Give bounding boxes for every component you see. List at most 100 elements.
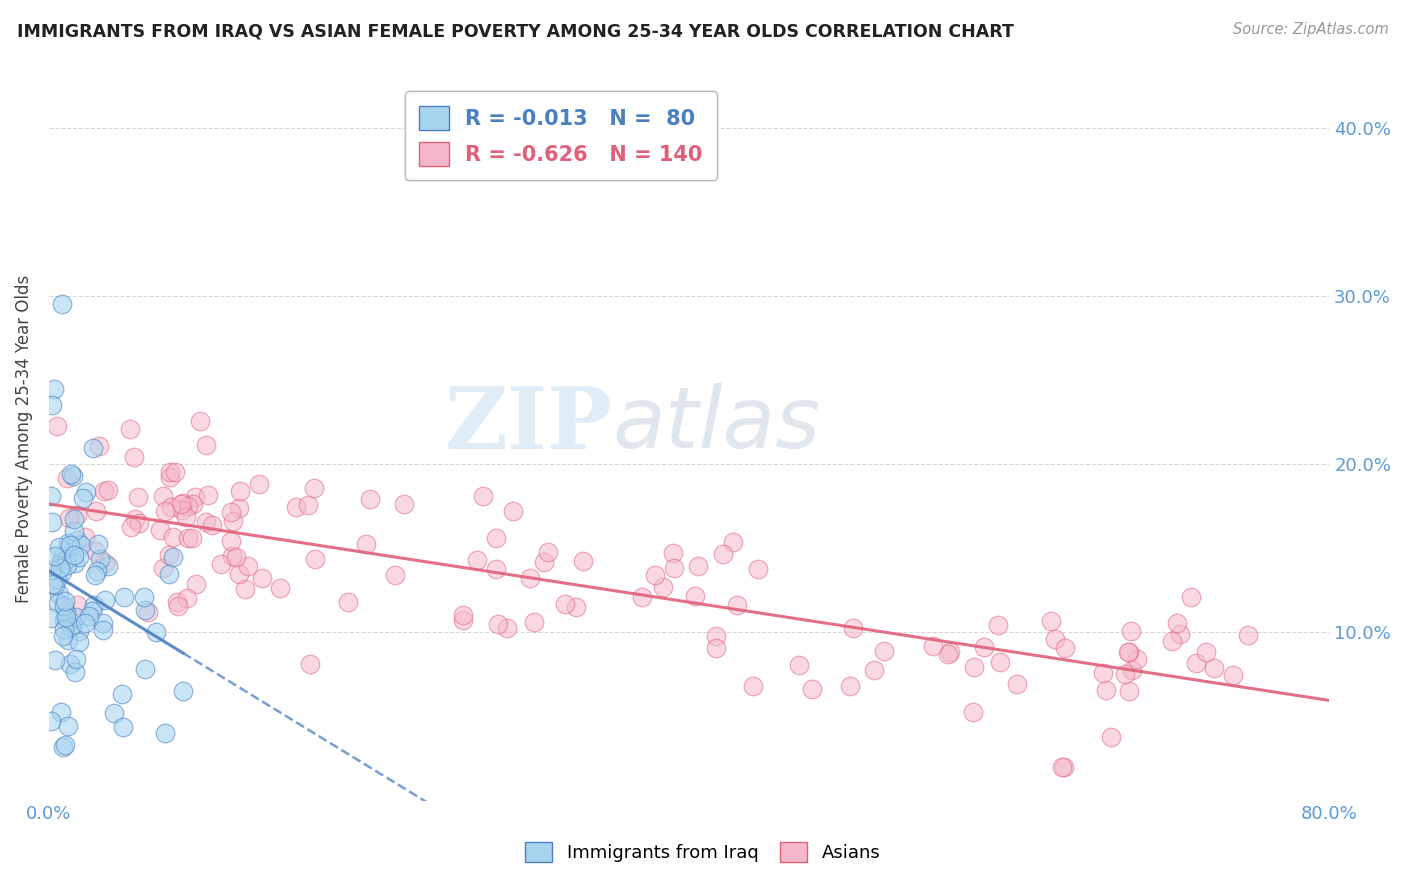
Point xyxy=(1166,615,1188,630)
Point xyxy=(55,471,77,485)
Point xyxy=(683,589,706,603)
Point xyxy=(66,533,89,548)
Point xyxy=(221,549,243,563)
Point xyxy=(742,679,765,693)
Point xyxy=(120,520,142,534)
Point xyxy=(225,549,247,564)
Point xyxy=(184,490,207,504)
Point xyxy=(229,484,252,499)
Point xyxy=(55,609,77,624)
Point xyxy=(652,580,675,594)
Point xyxy=(52,622,75,636)
Point xyxy=(523,615,546,629)
Point xyxy=(118,422,141,436)
Point xyxy=(485,562,508,576)
Point xyxy=(630,590,652,604)
Text: ZIP: ZIP xyxy=(444,383,612,467)
Point xyxy=(236,558,259,573)
Point xyxy=(747,562,769,576)
Point xyxy=(1053,640,1076,655)
Point xyxy=(65,610,87,624)
Point xyxy=(973,640,995,654)
Point xyxy=(359,491,381,506)
Y-axis label: Female Poverty Among 25-34 Year Olds: Female Poverty Among 25-34 Year Olds xyxy=(15,275,32,603)
Point xyxy=(80,604,103,618)
Point xyxy=(228,566,250,581)
Point xyxy=(167,599,190,613)
Point xyxy=(73,616,96,631)
Point xyxy=(356,537,378,551)
Point xyxy=(56,558,79,573)
Point xyxy=(60,467,83,481)
Point xyxy=(159,465,181,479)
Point xyxy=(219,534,242,549)
Point xyxy=(337,595,360,609)
Point xyxy=(53,594,76,608)
Point xyxy=(48,540,70,554)
Point xyxy=(1116,645,1139,659)
Legend: R = -0.013   N =  80, R = -0.626   N = 140: R = -0.013 N = 80, R = -0.626 N = 140 xyxy=(405,92,717,180)
Point xyxy=(987,618,1010,632)
Point xyxy=(53,738,76,752)
Point xyxy=(188,413,211,427)
Point xyxy=(51,297,73,311)
Point xyxy=(56,719,79,733)
Point xyxy=(1125,651,1147,665)
Point xyxy=(153,504,176,518)
Point xyxy=(166,594,188,608)
Point xyxy=(127,490,149,504)
Point xyxy=(59,657,82,671)
Point xyxy=(56,552,79,566)
Point xyxy=(160,500,183,514)
Text: Source: ZipAtlas.com: Source: ZipAtlas.com xyxy=(1233,22,1389,37)
Point xyxy=(1119,624,1142,638)
Point xyxy=(77,609,100,624)
Point xyxy=(41,515,63,529)
Point xyxy=(67,635,90,649)
Point xyxy=(97,483,120,497)
Point xyxy=(170,503,193,517)
Point xyxy=(384,567,406,582)
Point xyxy=(66,508,89,523)
Point xyxy=(51,705,73,719)
Point xyxy=(93,483,115,498)
Point xyxy=(1121,663,1143,677)
Point xyxy=(55,606,77,620)
Point xyxy=(725,599,748,613)
Point xyxy=(48,561,70,575)
Point xyxy=(644,567,666,582)
Point xyxy=(176,591,198,606)
Point xyxy=(149,523,172,537)
Point xyxy=(52,628,75,642)
Point xyxy=(800,682,823,697)
Point xyxy=(65,651,87,665)
Point xyxy=(91,616,114,631)
Point xyxy=(152,489,174,503)
Point xyxy=(486,616,509,631)
Point xyxy=(145,625,167,640)
Point xyxy=(1045,632,1067,646)
Point xyxy=(67,624,90,638)
Point xyxy=(247,477,270,491)
Point xyxy=(66,598,89,612)
Point xyxy=(162,530,184,544)
Point xyxy=(990,655,1012,669)
Point xyxy=(134,661,156,675)
Point xyxy=(87,439,110,453)
Point xyxy=(502,504,524,518)
Point xyxy=(45,573,67,587)
Point xyxy=(159,470,181,484)
Point xyxy=(873,644,896,658)
Point xyxy=(704,629,727,643)
Point xyxy=(195,438,218,452)
Point xyxy=(938,647,960,661)
Point xyxy=(157,567,180,582)
Point xyxy=(39,611,62,625)
Point xyxy=(465,552,488,566)
Point xyxy=(39,714,62,728)
Point xyxy=(962,706,984,720)
Point xyxy=(472,489,495,503)
Point xyxy=(711,548,734,562)
Point xyxy=(228,501,250,516)
Point xyxy=(63,548,86,562)
